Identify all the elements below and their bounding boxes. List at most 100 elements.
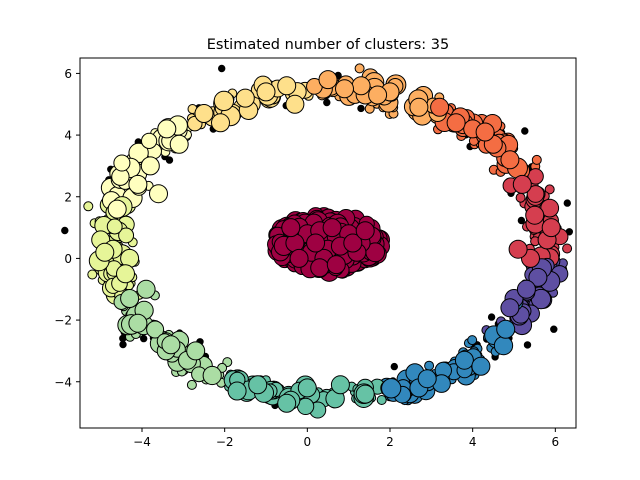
cluster-core-point [281,218,301,238]
noise-point [218,64,226,73]
cluster-core-point [169,134,189,154]
cluster-core-point [493,335,514,356]
noise-point [357,104,365,113]
cluster-core-point [140,132,158,150]
noise-point [523,341,532,349]
cluster-core-point [113,154,131,172]
cluster-core-point [355,384,375,404]
cluster-core-point [528,267,548,287]
noise-point [550,325,558,333]
cluster-core-point [194,104,214,123]
noise-point [517,216,526,225]
cluster-core-point [351,76,371,96]
cluster-core-point [430,97,450,117]
cluster-core-point [512,174,532,194]
x-tick-label: −4 [133,435,151,449]
x-tick-label: 4 [469,435,477,449]
noise-point [61,226,69,235]
cluster-member-point [424,360,435,371]
cluster-core-point [417,369,437,389]
cluster-core-point [227,381,247,401]
cluster-core-point [211,113,230,133]
noise-point [140,334,148,343]
cluster-core-point [285,94,305,114]
cluster-core-point [289,248,309,268]
cluster-core-point [161,335,181,355]
cluster-core-point [454,350,474,370]
cluster-member-point [354,63,365,74]
cluster-member-point [87,269,98,280]
cluster-core-point [508,239,528,259]
cluster-core-point [106,218,123,235]
cluster-core-point [118,227,135,244]
cluster-member-point [83,201,94,212]
cluster-core-point [116,264,135,284]
cluster-core-point [471,356,491,376]
cluster-core-point [95,242,115,262]
cluster-core-point [213,90,235,112]
cluster-core-point [475,122,495,142]
cluster-core-point [525,205,545,225]
cluster-core-point [277,76,297,96]
cluster-core-point [128,313,148,333]
cluster-core-point [202,365,222,386]
cluster-member-point [562,243,573,254]
cluster-core-point [310,258,330,278]
cluster-core-point [541,218,561,238]
y-tick-label: 6 [64,67,72,81]
cluster-core-point [120,289,140,308]
cluster-core-point [186,341,206,361]
plot-frame [79,57,577,429]
cluster-core-point [500,150,520,170]
cluster-core-point [330,375,350,395]
y-tick-label: 4 [64,129,72,143]
cluster-core-point [318,70,338,90]
cluster-core-point [368,85,388,105]
cluster-core-point [526,185,545,203]
cluster-core-point [322,218,342,238]
cluster-core-point [107,199,127,219]
x-tick-label: 6 [552,435,560,449]
cluster-core-point [256,82,276,102]
cluster-core-point [136,279,156,299]
cluster-core-point [409,97,429,117]
chart-title: Estimated number of clusters: 35 [207,37,449,53]
x-tick-label: 0 [304,435,312,449]
cluster-core-point [355,221,375,241]
y-tick-label: 0 [64,252,72,266]
cluster-core-point [157,119,177,139]
cluster-core-point [516,279,536,299]
cluster-core-point [326,255,346,275]
cluster-member-point [531,154,542,165]
points-layer [61,63,573,419]
cluster-core-point [140,156,160,176]
y-tick-label: 2 [64,190,72,204]
cluster-member-point [186,379,197,390]
cluster-core-point [277,393,297,413]
cluster-core-point [146,320,165,339]
cluster-core-point [248,375,268,395]
cluster-core-point [149,184,168,204]
cluster-core-point [381,378,402,399]
noise-point [487,313,496,321]
x-tick-label: −2 [216,435,234,449]
noise-point [390,362,398,371]
cluster-core-point [335,79,354,99]
cluster-member-point [467,335,478,346]
noise-point [521,127,529,135]
cluster-core-point [297,378,317,398]
x-axis-ticks: −4 −2 0 2 4 6 [133,428,559,449]
cluster-core-point [306,233,326,253]
cluster-core-point [500,298,520,318]
y-axis-ticks: −4 −2 0 2 4 6 [54,67,80,389]
cluster-member-point [515,192,526,203]
noise-point [323,98,331,107]
cluster-core-point [235,88,255,108]
cluster-core-point [446,113,466,133]
cluster-core-point [496,319,516,339]
y-tick-label: −2 [54,314,72,328]
y-tick-label: −4 [54,375,72,389]
cluster-core-point [343,233,363,253]
noise-point [563,199,571,207]
